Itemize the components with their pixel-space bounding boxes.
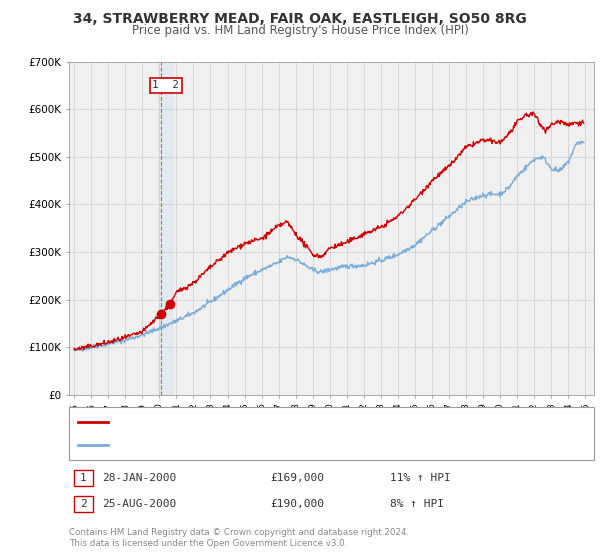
Text: £169,000: £169,000 (270, 473, 324, 483)
Text: 1  2: 1 2 (152, 81, 179, 90)
Text: 1: 1 (80, 473, 87, 483)
Bar (160, 62, 172, 395)
Text: £190,000: £190,000 (270, 499, 324, 509)
Text: This data is licensed under the Open Government Licence v3.0.: This data is licensed under the Open Gov… (69, 539, 347, 548)
Text: 25-AUG-2000: 25-AUG-2000 (102, 499, 176, 509)
Text: HPI: Average price, detached house, Eastleigh: HPI: Average price, detached house, East… (114, 440, 344, 450)
Text: 11% ↑ HPI: 11% ↑ HPI (390, 473, 451, 483)
Text: 34, STRAWBERRY MEAD, FAIR OAK, EASTLEIGH, SO50 8RG (detached house): 34, STRAWBERRY MEAD, FAIR OAK, EASTLEIGH… (114, 417, 494, 427)
Text: 2: 2 (80, 499, 87, 509)
Text: Contains HM Land Registry data © Crown copyright and database right 2024.: Contains HM Land Registry data © Crown c… (69, 528, 409, 537)
Text: Price paid vs. HM Land Registry's House Price Index (HPI): Price paid vs. HM Land Registry's House … (131, 24, 469, 37)
Text: 8% ↑ HPI: 8% ↑ HPI (390, 499, 444, 509)
Text: 28-JAN-2000: 28-JAN-2000 (102, 473, 176, 483)
Text: 34, STRAWBERRY MEAD, FAIR OAK, EASTLEIGH, SO50 8RG: 34, STRAWBERRY MEAD, FAIR OAK, EASTLEIGH… (73, 12, 527, 26)
